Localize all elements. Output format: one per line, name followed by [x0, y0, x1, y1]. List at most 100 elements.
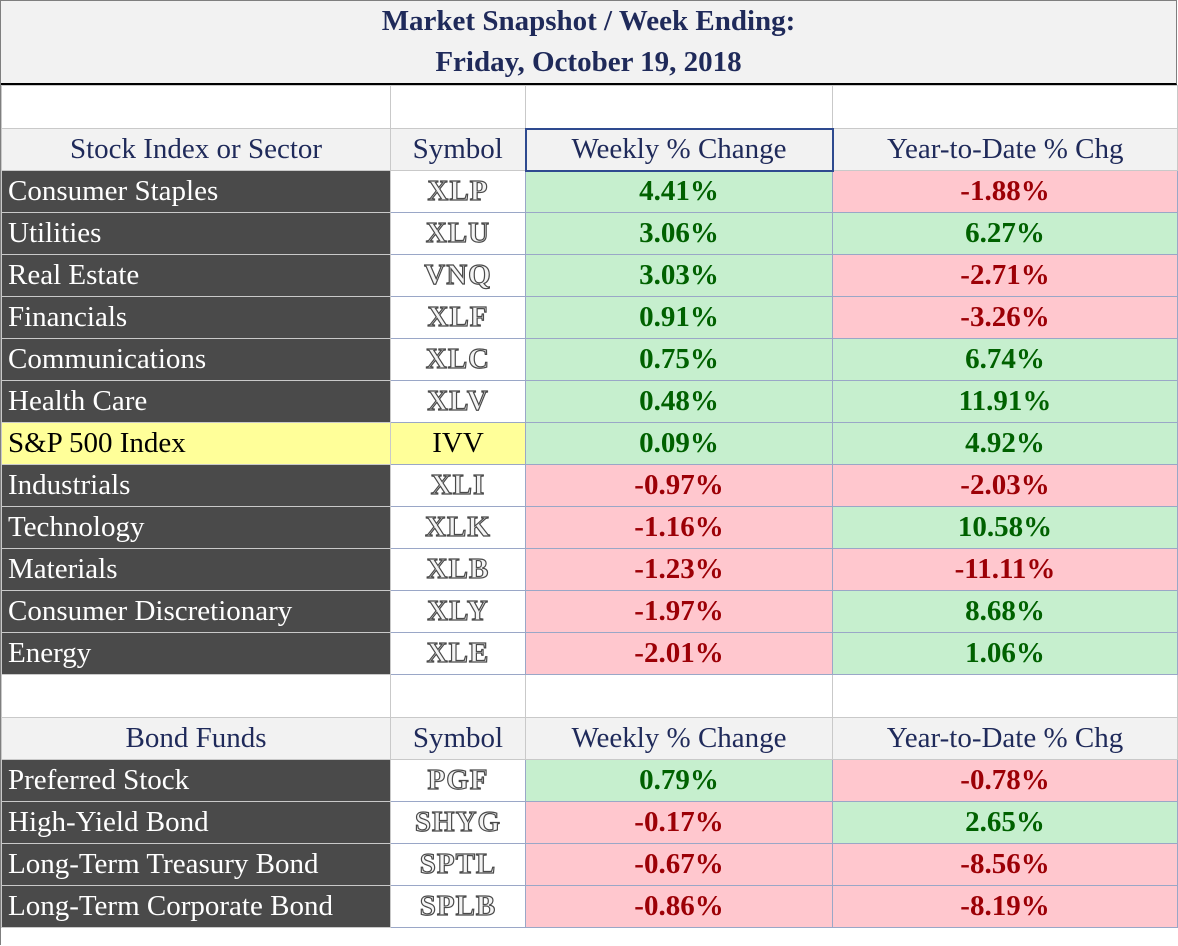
row-symbol-cell[interactable]: SPLB: [390, 885, 526, 928]
row-ytd-cell[interactable]: 1.06%: [832, 632, 1178, 675]
table-row: Materials XLB -1.23% -11.11%: [1, 548, 1178, 591]
table-row: Long-Term Corporate Bond SPLB -0.86% -8.19%: [1, 885, 1178, 928]
row-weekly-cell[interactable]: -0.67%: [525, 843, 833, 886]
header-symbol[interactable]: Symbol: [390, 128, 526, 171]
row-symbol-cell[interactable]: SPTL: [390, 843, 526, 886]
blank-cell[interactable]: [832, 674, 1178, 718]
row-weekly-cell[interactable]: 0.79%: [525, 759, 833, 802]
table-row: Technology XLK -1.16% 10.58%: [1, 506, 1178, 549]
row-weekly-cell[interactable]: 0.48%: [525, 380, 833, 423]
row-weekly-cell[interactable]: 3.03%: [525, 254, 833, 297]
header-ytd-change[interactable]: Year-to-Date % Chg: [832, 128, 1178, 171]
row-ytd-cell[interactable]: 4.92%: [832, 422, 1178, 465]
row-name-cell[interactable]: Long-Term Corporate Bond: [1, 885, 391, 928]
row-weekly-cell[interactable]: -1.16%: [525, 506, 833, 549]
row-name-cell[interactable]: Materials: [1, 548, 391, 591]
row-symbol-cell[interactable]: XLE: [390, 632, 526, 675]
stock-header-row: Stock Index or Sector Symbol Weekly % Ch…: [1, 127, 1178, 172]
row-symbol-cell[interactable]: IVV: [390, 422, 526, 465]
row-symbol-cell[interactable]: XLI: [390, 464, 526, 507]
row-ytd-cell[interactable]: 6.27%: [832, 212, 1178, 255]
row-weekly-cell[interactable]: 3.06%: [525, 212, 833, 255]
row-ytd-cell[interactable]: 8.68%: [832, 590, 1178, 633]
row-weekly-cell[interactable]: -0.17%: [525, 801, 833, 844]
row-ytd-cell[interactable]: 2.65%: [832, 801, 1178, 844]
row-name-cell[interactable]: Consumer Discretionary: [1, 590, 391, 633]
row-ytd-cell[interactable]: -2.71%: [832, 254, 1178, 297]
row-name-cell[interactable]: High-Yield Bond: [1, 801, 391, 844]
blank-cell[interactable]: [390, 85, 526, 129]
row-ytd-cell[interactable]: -11.11%: [832, 548, 1178, 591]
table-row: Communications XLC 0.75% 6.74%: [1, 338, 1178, 381]
blank-cell[interactable]: [1, 674, 391, 718]
table-row: Industrials XLI -0.97% -2.03%: [1, 464, 1178, 507]
header-name[interactable]: Stock Index or Sector: [1, 128, 391, 171]
row-ytd-cell[interactable]: 6.74%: [832, 338, 1178, 381]
row-weekly-cell[interactable]: 4.41%: [525, 170, 833, 213]
row-weekly-cell[interactable]: -1.97%: [525, 590, 833, 633]
row-name-cell[interactable]: Financials: [1, 296, 391, 339]
row-name-cell[interactable]: Energy: [1, 632, 391, 675]
row-ytd-cell[interactable]: -8.19%: [832, 885, 1178, 928]
title-block: Market Snapshot / Week Ending: Friday, O…: [1, 1, 1177, 85]
row-weekly-cell[interactable]: -0.86%: [525, 885, 833, 928]
table-row: Real Estate VNQ 3.03% -2.71%: [1, 254, 1178, 297]
row-name-cell[interactable]: Utilities: [1, 212, 391, 255]
row-weekly-cell[interactable]: -2.01%: [525, 632, 833, 675]
row-ytd-cell[interactable]: -2.03%: [832, 464, 1178, 507]
row-ytd-cell[interactable]: 10.58%: [832, 506, 1178, 549]
snapshot-table: Stock Index or Sector Symbol Weekly % Ch…: [1, 85, 1178, 928]
row-ytd-cell[interactable]: -3.26%: [832, 296, 1178, 339]
row-ytd-cell[interactable]: -0.78%: [832, 759, 1178, 802]
table-row: S&P 500 Index IVV 0.09% 4.92%: [1, 422, 1178, 465]
blank-row: [1, 85, 1178, 129]
header-symbol[interactable]: Symbol: [390, 717, 526, 760]
header-weekly-change[interactable]: Weekly % Change: [524, 127, 834, 172]
row-name-cell[interactable]: Health Care: [1, 380, 391, 423]
blank-cell[interactable]: [525, 85, 833, 129]
row-name-cell[interactable]: S&P 500 Index: [1, 422, 391, 465]
row-symbol-cell[interactable]: XLY: [390, 590, 526, 633]
row-symbol-cell[interactable]: XLF: [390, 296, 526, 339]
row-symbol-cell[interactable]: XLU: [390, 212, 526, 255]
blank-cell[interactable]: [525, 674, 833, 718]
header-weekly-change[interactable]: Weekly % Change: [525, 717, 833, 760]
row-symbol-cell[interactable]: XLB: [390, 548, 526, 591]
row-weekly-cell[interactable]: -1.23%: [525, 548, 833, 591]
row-ytd-cell[interactable]: -8.56%: [832, 843, 1178, 886]
row-symbol-cell[interactable]: XLC: [390, 338, 526, 381]
row-weekly-cell[interactable]: -0.97%: [525, 464, 833, 507]
row-ytd-cell[interactable]: -1.88%: [832, 170, 1178, 213]
row-symbol-cell[interactable]: XLP: [390, 170, 526, 213]
blank-cell[interactable]: [1, 85, 391, 129]
table-row: Consumer Staples XLP 4.41% -1.88%: [1, 170, 1178, 213]
row-name-cell[interactable]: Real Estate: [1, 254, 391, 297]
table-row: Preferred Stock PGF 0.79% -0.78%: [1, 759, 1178, 802]
table-row: Utilities XLU 3.06% 6.27%: [1, 212, 1178, 255]
row-name-cell[interactable]: Long-Term Treasury Bond: [1, 843, 391, 886]
title-line-1: Market Snapshot / Week Ending:: [381, 5, 796, 37]
blank-row: [1, 674, 1178, 718]
row-symbol-cell[interactable]: PGF: [390, 759, 526, 802]
row-weekly-cell[interactable]: 0.09%: [525, 422, 833, 465]
row-name-cell[interactable]: Technology: [1, 506, 391, 549]
row-ytd-cell[interactable]: 11.91%: [832, 380, 1178, 423]
row-symbol-cell[interactable]: VNQ: [390, 254, 526, 297]
row-weekly-cell[interactable]: 0.75%: [525, 338, 833, 381]
header-name[interactable]: Bond Funds: [1, 717, 391, 760]
title-line-2: Friday, October 19, 2018: [435, 46, 742, 78]
row-name-cell[interactable]: Consumer Staples: [1, 170, 391, 213]
row-symbol-cell[interactable]: SHYG: [390, 801, 526, 844]
table-row: Consumer Discretionary XLY -1.97% 8.68%: [1, 590, 1178, 633]
blank-cell[interactable]: [832, 85, 1178, 129]
row-name-cell[interactable]: Preferred Stock: [1, 759, 391, 802]
row-name-cell[interactable]: Industrials: [1, 464, 391, 507]
header-ytd-change[interactable]: Year-to-Date % Chg: [832, 717, 1178, 760]
row-symbol-cell[interactable]: XLV: [390, 380, 526, 423]
row-symbol-cell[interactable]: XLK: [390, 506, 526, 549]
row-name-cell[interactable]: Communications: [1, 338, 391, 381]
blank-cell[interactable]: [390, 674, 526, 718]
row-weekly-cell[interactable]: 0.91%: [525, 296, 833, 339]
stock-rows: Consumer Staples XLP 4.41% -1.88% Utilities X…: [1, 170, 1178, 675]
